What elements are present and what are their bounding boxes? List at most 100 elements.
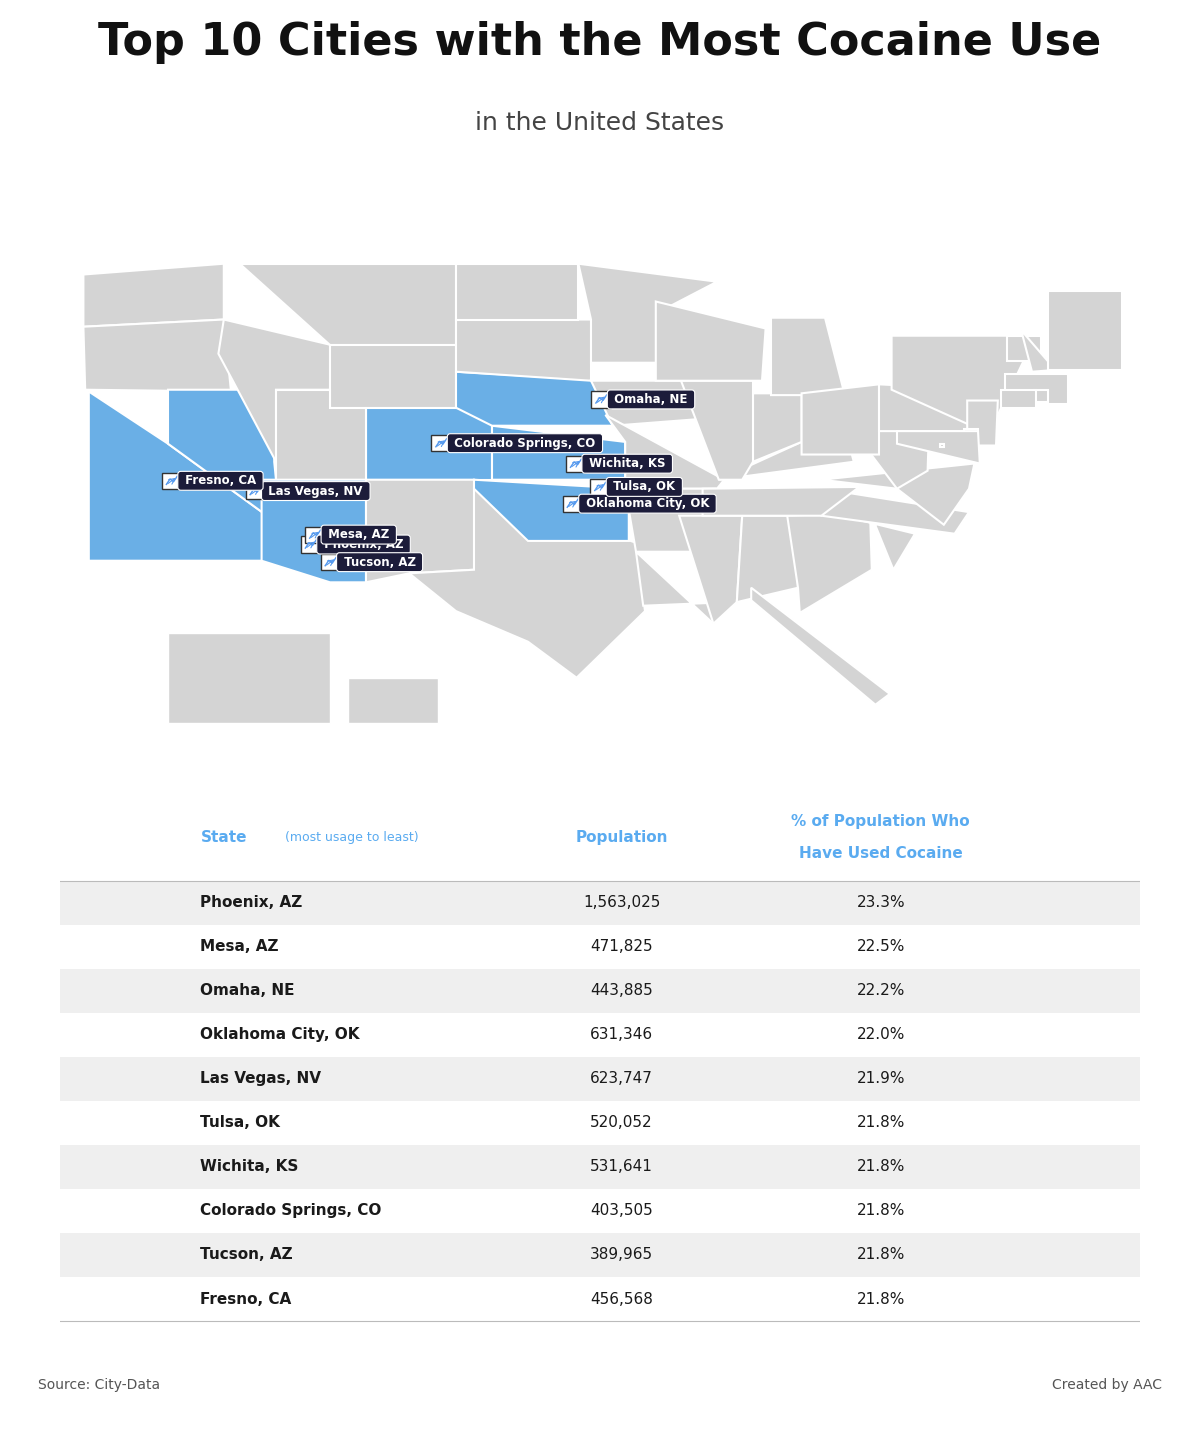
Polygon shape xyxy=(898,431,979,464)
Polygon shape xyxy=(1001,390,1036,408)
Text: Colorado Springs, CO: Colorado Springs, CO xyxy=(450,437,600,450)
Polygon shape xyxy=(1049,291,1122,369)
Polygon shape xyxy=(366,480,474,583)
Text: 22.2%: 22.2% xyxy=(857,984,905,998)
Text: 21.8%: 21.8% xyxy=(857,1203,905,1219)
Text: 403,505: 403,505 xyxy=(590,1203,653,1219)
Bar xyxy=(60,1101,1140,1146)
Polygon shape xyxy=(841,415,929,488)
Polygon shape xyxy=(787,513,871,613)
Text: Mesa, AZ: Mesa, AZ xyxy=(324,528,394,541)
Text: 631,346: 631,346 xyxy=(590,1027,653,1042)
Polygon shape xyxy=(892,335,1036,431)
Text: Colorado Springs, CO: Colorado Springs, CO xyxy=(200,1203,382,1219)
Text: Wichita, KS: Wichita, KS xyxy=(584,457,670,470)
FancyBboxPatch shape xyxy=(590,478,610,495)
Text: 520,052: 520,052 xyxy=(590,1116,653,1130)
FancyBboxPatch shape xyxy=(563,495,582,511)
Bar xyxy=(60,925,1140,968)
Polygon shape xyxy=(679,516,742,624)
Text: Source: City-Data: Source: City-Data xyxy=(38,1379,161,1392)
Text: Oklahoma City, OK: Oklahoma City, OK xyxy=(582,497,713,510)
Bar xyxy=(60,1146,1140,1189)
Bar xyxy=(60,1277,1140,1320)
Polygon shape xyxy=(754,394,802,461)
FancyBboxPatch shape xyxy=(301,537,320,553)
FancyBboxPatch shape xyxy=(431,435,451,451)
Text: 23.3%: 23.3% xyxy=(857,895,905,911)
Bar xyxy=(60,968,1140,1012)
Polygon shape xyxy=(719,415,854,480)
Text: 456,568: 456,568 xyxy=(590,1292,653,1306)
Polygon shape xyxy=(218,319,330,461)
Bar xyxy=(60,1233,1140,1277)
Polygon shape xyxy=(1021,331,1056,372)
Polygon shape xyxy=(89,391,275,561)
Polygon shape xyxy=(330,345,456,408)
Text: % of Population Who: % of Population Who xyxy=(792,815,970,829)
Polygon shape xyxy=(967,401,998,445)
Text: Fresno, CA: Fresno, CA xyxy=(200,1292,292,1306)
Text: Tucson, AZ: Tucson, AZ xyxy=(200,1247,293,1263)
Text: Las Vegas, NV: Las Vegas, NV xyxy=(200,1071,322,1087)
Polygon shape xyxy=(751,587,890,705)
Bar xyxy=(60,881,1140,925)
Bar xyxy=(60,1012,1140,1057)
Polygon shape xyxy=(84,263,223,326)
FancyBboxPatch shape xyxy=(566,455,586,471)
Polygon shape xyxy=(578,263,718,362)
Polygon shape xyxy=(366,408,492,480)
Text: Tucson, AZ: Tucson, AZ xyxy=(340,556,420,569)
Text: Created by AAC: Created by AAC xyxy=(1051,1379,1162,1392)
Text: Phoenix, AZ: Phoenix, AZ xyxy=(200,895,302,911)
Polygon shape xyxy=(348,677,438,723)
Polygon shape xyxy=(964,430,978,453)
Text: (most usage to least): (most usage to least) xyxy=(281,831,419,845)
Polygon shape xyxy=(811,487,970,534)
Polygon shape xyxy=(1006,374,1068,404)
Polygon shape xyxy=(1034,390,1049,402)
FancyBboxPatch shape xyxy=(592,391,611,408)
Polygon shape xyxy=(827,513,916,570)
Polygon shape xyxy=(878,384,983,431)
Text: 21.9%: 21.9% xyxy=(857,1071,905,1087)
Text: 21.8%: 21.8% xyxy=(857,1160,905,1174)
Text: in the United States: in the United States xyxy=(475,112,725,135)
Polygon shape xyxy=(492,425,625,480)
Polygon shape xyxy=(474,480,629,541)
Text: 443,885: 443,885 xyxy=(590,984,653,998)
Polygon shape xyxy=(703,487,859,516)
Text: 21.8%: 21.8% xyxy=(857,1247,905,1263)
Text: Phoenix, AZ: Phoenix, AZ xyxy=(319,538,407,551)
Text: 623,747: 623,747 xyxy=(590,1071,653,1087)
Polygon shape xyxy=(1007,335,1042,361)
Text: 22.0%: 22.0% xyxy=(857,1027,905,1042)
Text: Omaha, NE: Omaha, NE xyxy=(611,392,691,405)
Polygon shape xyxy=(456,263,578,319)
Text: Top 10 Cities with the Most Cocaine Use: Top 10 Cities with the Most Cocaine Use xyxy=(98,20,1102,63)
Polygon shape xyxy=(625,488,715,551)
Bar xyxy=(60,1057,1140,1101)
Polygon shape xyxy=(168,633,330,723)
FancyBboxPatch shape xyxy=(320,554,341,570)
Text: State: State xyxy=(200,831,247,845)
Polygon shape xyxy=(409,488,646,677)
Polygon shape xyxy=(682,381,754,480)
Polygon shape xyxy=(636,551,730,624)
Polygon shape xyxy=(802,384,878,454)
Text: Fresno, CA: Fresno, CA xyxy=(181,474,260,487)
Polygon shape xyxy=(84,319,230,391)
Text: 21.8%: 21.8% xyxy=(857,1292,905,1306)
Text: Oklahoma City, OK: Oklahoma City, OK xyxy=(200,1027,360,1042)
Text: Las Vegas, NV: Las Vegas, NV xyxy=(264,484,367,497)
Text: 1,563,025: 1,563,025 xyxy=(583,895,660,911)
FancyBboxPatch shape xyxy=(305,527,325,543)
Text: 531,641: 531,641 xyxy=(590,1160,653,1174)
Text: Tulsa, OK: Tulsa, OK xyxy=(610,480,679,494)
Text: Mesa, AZ: Mesa, AZ xyxy=(200,939,278,954)
Polygon shape xyxy=(772,318,845,395)
Polygon shape xyxy=(276,390,366,480)
FancyBboxPatch shape xyxy=(162,473,181,488)
Text: 21.8%: 21.8% xyxy=(857,1116,905,1130)
Polygon shape xyxy=(240,263,456,345)
